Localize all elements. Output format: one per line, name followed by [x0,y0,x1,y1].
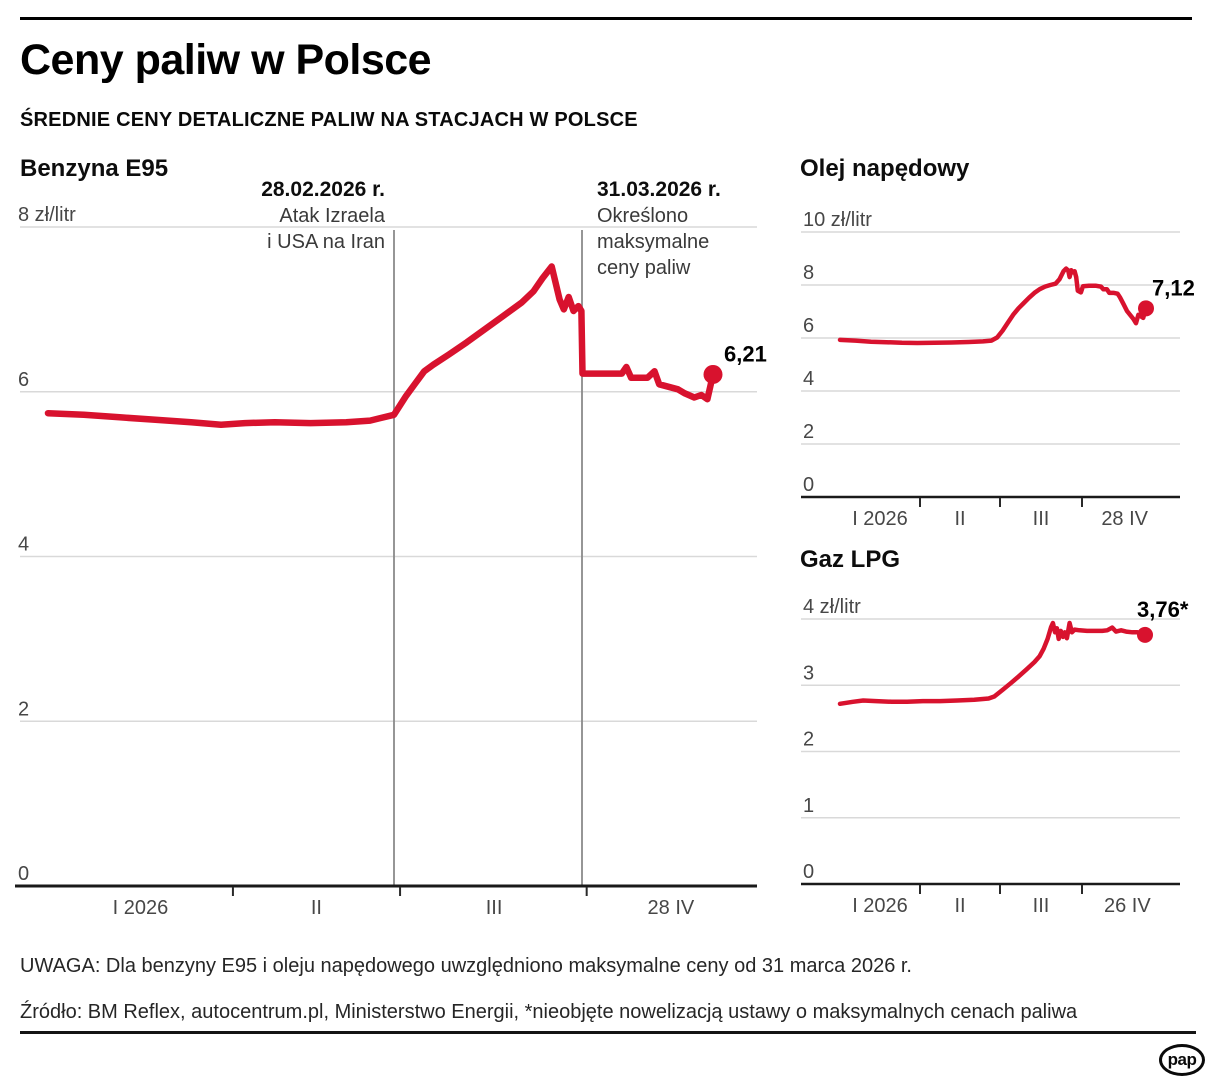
event-description-line: ceny paliw [597,257,691,279]
chart-title-diesel: Olej napędowy [800,155,970,182]
end-point-dot [703,364,723,384]
top-divider [20,17,1192,20]
price-line-diesel [837,266,1149,346]
x-axis-label: 26 IV [1104,895,1151,917]
source-line: Źródło: BM Reflex, autocentrum.pl, Minis… [20,1001,1078,1023]
chart-benzyna: 0 2 4 6 8 zł/litr 28.02.2026 r. Atak Izraela i … [15,178,767,919]
event-description-line: maksymalne [597,231,709,253]
x-axis-label: I 2026 [113,897,169,919]
price-line-lpg [837,620,1148,707]
y-tick-label: 10 zł/litr [803,209,872,231]
x-axis-label: II [311,897,322,919]
x-axis-label: III [486,897,503,919]
y-tick-label: 8 zł/litr [18,204,76,226]
y-tick-label: 6 [803,315,814,337]
x-axis-label: II [954,508,965,530]
y-tick-label: 4 [803,368,814,390]
end-point-dot [1137,626,1153,643]
x-axis-label: I 2026 [852,895,908,917]
pap-logo-text: pap [1167,1050,1197,1069]
x-axis-label: III [1033,508,1050,530]
x-axis-label: I 2026 [852,508,908,530]
x-axis-label: III [1033,895,1050,917]
y-tick-label: 1 [803,795,814,817]
x-axis-label: 28 IV [1101,508,1148,530]
price-line-benzyna [44,263,717,428]
page-subtitle: ŚREDNIE CENY DETALICZNE PALIW NA STACJAC… [20,109,638,131]
y-tick-label: 2 [18,698,29,720]
end-value-label: 6,21 [724,341,767,366]
end-value-label: 3,76* [1137,597,1189,622]
bottom-divider [20,1031,1196,1034]
event-date-label: 31.03.2026 r. [597,178,721,201]
end-point-dot [1138,300,1154,317]
y-tick-label: 6 [18,369,29,391]
y-tick-label: 3 [803,662,814,684]
event-description-line: Określono [597,205,688,227]
end-value-label: 7,12 [1152,275,1195,300]
y-tick-label: 2 [803,729,814,751]
y-tick-label: 2 [803,421,814,443]
y-tick-label: 8 [803,262,814,284]
y-tick-label: 0 [18,863,29,885]
event-date-label: 28.02.2026 r. [261,178,385,201]
y-tick-label: 0 [803,861,814,883]
footnote: UWAGA: Dla benzyny E95 i oleju napędoweg… [20,955,912,977]
y-tick-label: 0 [803,474,814,496]
chart-title-benzyna: Benzyna E95 [20,155,169,182]
event-description-line: i USA na Iran [267,231,385,253]
y-tick-label: 4 [18,534,29,556]
pap-logo: pap [1159,1044,1205,1076]
page-title: Ceny paliw w Polsce [20,36,432,84]
x-axis-label: 28 IV [648,897,695,919]
x-axis-label: II [954,895,965,917]
y-tick-label: 4 zł/litr [803,596,861,618]
event-description-line: Atak Izraela [279,205,385,227]
chart-title-lpg: Gaz LPG [800,546,901,573]
